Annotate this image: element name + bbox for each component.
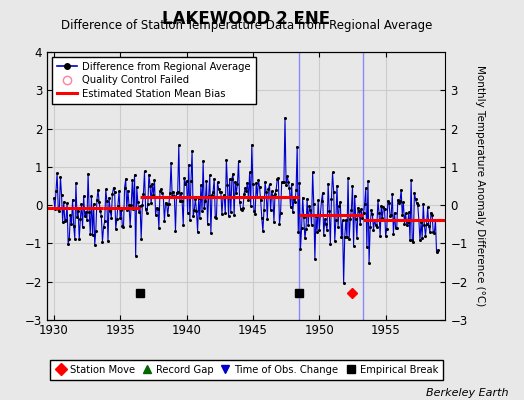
Text: Difference of Station Temperature Data from Regional Average: Difference of Station Temperature Data f… [61,19,432,32]
Legend: Station Move, Record Gap, Time of Obs. Change, Empirical Break: Station Move, Record Gap, Time of Obs. C… [50,360,443,380]
Text: LAKEWOOD 2 ENE: LAKEWOOD 2 ENE [162,10,330,28]
Y-axis label: Monthly Temperature Anomaly Difference (°C): Monthly Temperature Anomaly Difference (… [475,65,485,307]
Text: Berkeley Earth: Berkeley Earth [426,388,508,398]
